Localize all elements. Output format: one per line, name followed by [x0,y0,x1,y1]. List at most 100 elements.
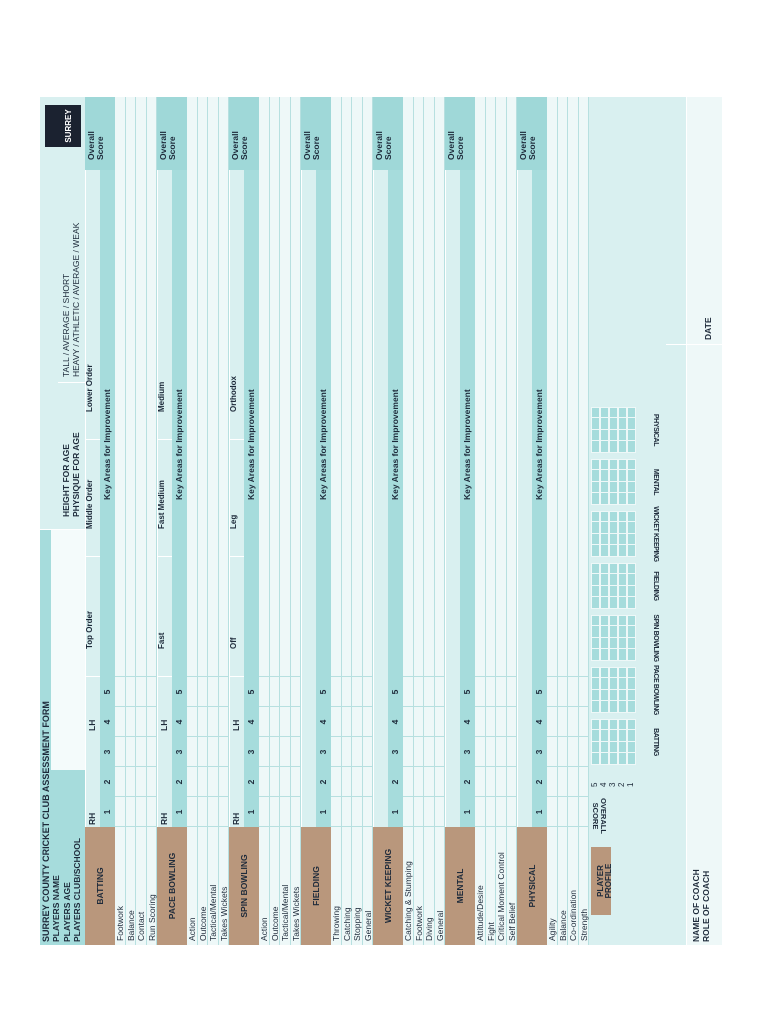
logo: SURREY [45,105,81,147]
grid-line [125,736,136,737]
profile-cell [627,615,636,661]
grid-line [208,736,219,737]
grid-line [485,676,496,677]
date-label: DATE [703,317,713,340]
profile-cell [618,719,627,765]
section-label: FIELDING [301,827,331,945]
grid-line [485,766,496,767]
grid-line [197,796,208,797]
improvement-label: Key Areas for Improvement [174,389,184,500]
item-row [547,97,558,945]
overall-score: Overall Score [373,97,403,170]
grid-line [547,796,558,797]
grid-line [218,766,229,767]
grid-line [434,676,445,677]
grid-line [187,766,198,767]
grid-line [218,796,229,797]
grid-line [434,736,445,737]
scale-number: 3 [390,749,400,755]
grid-line [197,706,208,707]
grid-line [496,706,507,707]
profile-cell [627,407,636,453]
overall-score: Overall Score [85,97,115,170]
profile-cell-line [591,544,636,546]
scale-number: 4 [462,719,472,725]
section-label: MENTAL [445,827,475,945]
profile-cell-line [591,429,636,430]
grid-line [269,766,280,767]
scale-number: 5 [534,689,544,695]
hand-label: LH [159,719,169,731]
hand-label: RH [159,812,169,825]
profile-cell [609,459,618,505]
grid-line [331,766,342,767]
grid-line [568,736,579,737]
grid-line [413,796,424,797]
grid-line [496,736,507,737]
profile-cell [600,615,609,661]
item-row [403,97,414,945]
grid-line [352,766,363,767]
profile-cell [591,459,600,505]
grid-line [136,796,147,797]
overall-score: Overall Score [445,97,475,170]
grid-line [115,676,126,677]
category-label: Top Order [85,610,94,649]
section-label: PACE BOWLING [157,827,187,945]
grid-line [290,736,301,737]
physique-label: PHYSIQUE FOR AGE [71,432,81,517]
grid-line [475,736,486,737]
overall-score: Overall Score [301,97,331,170]
profile-axis: OVERALL SCORE [591,798,608,834]
grid-line [434,766,445,767]
item-row [208,97,219,945]
profile-level: 1 [626,782,635,787]
item-row [424,97,435,945]
scale-number: 3 [318,749,328,755]
scale-number: 5 [246,689,256,695]
grid-line [269,676,280,677]
grid-line [475,676,486,677]
item-row [485,97,496,945]
grid-line [403,706,414,707]
profile-cell [618,459,627,505]
grid-line [352,796,363,797]
profile-cell [600,511,609,557]
grid-line [269,706,280,707]
grid-line [424,796,435,797]
profile-cell [591,615,600,661]
grid-line [341,706,352,707]
field-label: PLAYERS NAME [51,875,61,942]
profile-cell [591,719,600,765]
grid-line [208,676,219,677]
grid-line [403,766,414,767]
grid-line [146,706,157,707]
physique-options: HEAVY / ATHLETIC / AVERAGE / WEAK [71,222,81,377]
profile-cell-line [591,440,636,442]
improvement-label: Key Areas for Improvement [462,389,472,500]
item-row [218,97,229,945]
grid-line [269,736,280,737]
grid-line [208,706,219,707]
item-row [197,97,208,945]
overall-score: Overall Score [229,97,259,170]
item-label: Strength [578,908,589,941]
category-label: Fast Medium [157,480,166,529]
profile-cell [591,511,600,557]
profile-cell-line [591,677,636,679]
item-row [362,97,373,945]
grid-line [187,796,198,797]
profile-cell-line [591,573,636,575]
grid-line [115,766,126,767]
item-row [269,97,280,945]
grid-line [424,766,435,767]
scale-number: 3 [534,749,544,755]
grid-line [434,706,445,707]
category-label: Orthodox [229,376,238,412]
grid-line [496,766,507,767]
grid-line [424,706,435,707]
grid-line [208,796,219,797]
category-label: Lower Order [85,364,94,412]
profile-cell-line [591,700,636,702]
grid-line [485,736,496,737]
